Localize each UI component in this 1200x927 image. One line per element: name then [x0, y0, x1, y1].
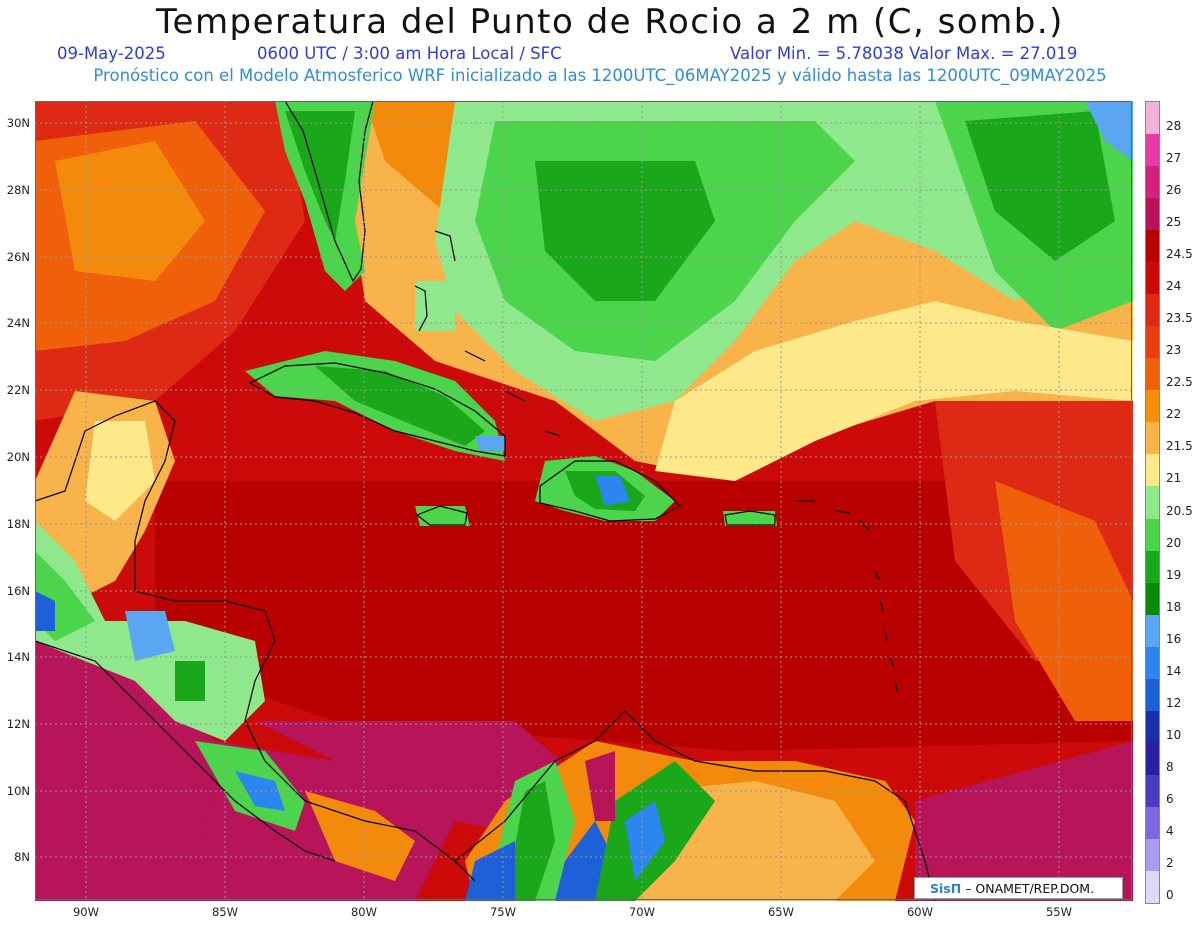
coastlines — [35, 101, 936, 901]
lon-label: 65W — [767, 905, 794, 919]
colorbar-label: 24 — [1166, 279, 1182, 294]
lat-label: 10N — [6, 784, 30, 798]
lat-label: 22N — [6, 383, 30, 397]
colorbar-segment — [1146, 710, 1159, 744]
colorbar-segment — [1146, 166, 1159, 199]
credit-box: SisΠ – ONAMET/REP.DOM. — [914, 877, 1123, 899]
value-range: Valor Min. = 5.78038 Valor Max. = 27.019 — [730, 44, 1078, 63]
colorbar-segment — [1146, 262, 1159, 295]
lat-label: 30N — [6, 116, 30, 130]
colorbar-segment — [1146, 678, 1159, 712]
colorbar-segment — [1146, 550, 1159, 584]
lat-label: 26N — [6, 250, 30, 264]
colorbar-segment — [1146, 230, 1159, 263]
colorbar — [1145, 101, 1160, 904]
colorbar-label: 19 — [1166, 567, 1182, 582]
colorbar-label: 21.5 — [1166, 439, 1193, 454]
lat-label: 16N — [6, 584, 30, 598]
lon-label: 55W — [1045, 905, 1072, 919]
colorbar-segment — [1146, 742, 1159, 776]
map-title: Temperatura del Punto de Rocio a 2 m (C,… — [156, 2, 1064, 42]
lon-label: 90W — [72, 905, 99, 919]
colorbar-segment — [1146, 614, 1159, 648]
colorbar-segment — [1146, 326, 1159, 359]
field-shading — [35, 101, 1133, 901]
lat-label: 20N — [6, 450, 30, 464]
colorbar-segment — [1146, 390, 1159, 423]
colorbar-label: 8 — [1166, 759, 1174, 774]
colorbar-label: 21 — [1166, 471, 1182, 486]
colorbar-label: 12 — [1166, 695, 1182, 710]
colorbar-segment — [1146, 518, 1159, 552]
colorbar-segment — [1146, 454, 1159, 487]
lat-label: 14N — [6, 650, 30, 664]
colorbar-label: 23.5 — [1166, 311, 1193, 326]
dewpoint-map — [35, 101, 1133, 901]
colorbar-label: 22.5 — [1166, 375, 1193, 390]
colorbar-label: 22 — [1166, 407, 1182, 422]
colorbar-label: 23 — [1166, 343, 1182, 358]
lat-label: 12N — [6, 717, 30, 731]
colorbar-segment — [1146, 870, 1159, 904]
forecast-date: 09-May-2025 — [57, 44, 166, 63]
colorbar-segment — [1146, 134, 1159, 167]
colorbar-segment — [1146, 646, 1159, 680]
lon-label: 70W — [628, 905, 655, 919]
colorbar-label: 6 — [1166, 791, 1174, 806]
lon-label: 60W — [906, 905, 933, 919]
colorbar-label: 4 — [1166, 823, 1174, 838]
colorbar-segment — [1146, 358, 1159, 391]
colorbar-segment — [1146, 774, 1159, 808]
credit-text: – ONAMET/REP.DOM. — [965, 881, 1095, 896]
colorbar-label: 27 — [1166, 151, 1182, 166]
colorbar-label: 14 — [1166, 663, 1182, 678]
lat-label: 8N — [14, 850, 30, 864]
colorbar-segment — [1146, 582, 1159, 616]
colorbar-label: 25 — [1166, 215, 1182, 230]
colorbar-label: 20 — [1166, 535, 1182, 550]
colorbar-segment — [1146, 806, 1159, 840]
colorbar-segment — [1146, 838, 1159, 872]
colorbar-label: 20.5 — [1166, 503, 1193, 518]
colorbar-label: 18 — [1166, 599, 1182, 614]
colorbar-label: 10 — [1166, 727, 1182, 742]
colorbar-segment — [1146, 486, 1159, 519]
lon-label: 80W — [350, 905, 377, 919]
colorbar-label: 0 — [1166, 888, 1174, 902]
lat-label: 28N — [6, 183, 30, 197]
colorbar-label: 24.5 — [1166, 247, 1193, 262]
colorbar-segment — [1146, 422, 1159, 455]
lon-label: 85W — [211, 905, 238, 919]
colorbar-label: 26 — [1166, 183, 1182, 198]
colorbar-label: 16 — [1166, 631, 1182, 646]
colorbar-segment — [1146, 198, 1159, 231]
lon-label: 75W — [489, 905, 516, 919]
sis-logo: SisΠ — [930, 881, 962, 896]
forecast-time: 0600 UTC / 3:00 am Hora Local / SFC — [257, 44, 562, 63]
model-info: Pronóstico con el Modelo Atmosferico WRF… — [93, 66, 1107, 85]
lat-label: 24N — [6, 316, 30, 330]
colorbar-label: 28 — [1166, 119, 1182, 134]
lat-lon-grid — [35, 101, 1133, 901]
lat-label: 18N — [6, 517, 30, 531]
colorbar-segment — [1146, 294, 1159, 327]
colorbar-segment — [1146, 102, 1159, 135]
colorbar-label: 2 — [1166, 855, 1174, 870]
